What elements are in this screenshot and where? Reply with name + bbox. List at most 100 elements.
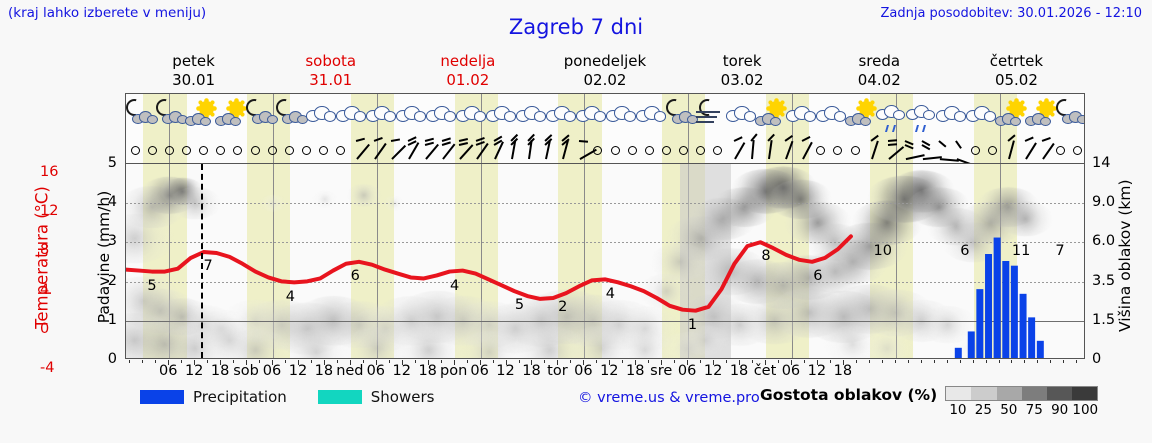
fog-line <box>696 121 714 123</box>
time-minor-tick <box>920 360 922 363</box>
cloud-density-step <box>971 387 997 400</box>
time-minor-tick <box>155 360 157 363</box>
weather-icon-cloud <box>724 97 758 135</box>
time-minor-tick <box>518 360 520 363</box>
time-minor-tick <box>168 360 170 363</box>
cloud-density-legend: Gostota oblakov (%) 10 25 50 75 90 100 <box>760 386 1099 418</box>
weather-icon-moon-cloud <box>274 97 309 135</box>
time-minor-tick <box>855 360 857 363</box>
temperature-tick: 8 <box>40 242 50 259</box>
precipitation-legend-label: Precipitation <box>193 388 287 406</box>
day-separator <box>895 94 897 163</box>
time-minor-tick <box>868 360 870 363</box>
cloud-puff <box>1077 114 1084 125</box>
time-minor-tick <box>765 360 766 363</box>
precipitation-bar <box>985 254 993 358</box>
cloud-puff <box>413 110 427 122</box>
precipitation-bar <box>954 347 962 358</box>
cloud-puff <box>1010 116 1022 127</box>
time-minor-tick <box>181 360 183 363</box>
calm-circle <box>610 146 620 155</box>
time-minor-tick <box>1076 360 1078 363</box>
calm-circle <box>302 146 311 155</box>
calm-circle <box>336 146 346 155</box>
wind-calm-icon <box>126 138 146 160</box>
precipitation-tick: 3 <box>107 233 117 250</box>
time-tick-label: 06 <box>470 363 489 379</box>
time-tick-label: 18 <box>626 363 645 379</box>
calm-circle <box>319 146 329 155</box>
time-minor-tick <box>544 360 546 363</box>
time-minor-tick <box>570 360 572 363</box>
weather-icon-sun-cloud <box>994 97 1028 135</box>
wind-calm-icon <box>964 138 986 160</box>
moon-icon <box>666 99 677 116</box>
weather-icon-cloud-rain <box>874 97 908 135</box>
wind-calm-icon <box>809 138 831 160</box>
calm-circle <box>644 146 654 155</box>
weather-icon-moon-cloud <box>154 97 189 135</box>
time-tick-label: 18 <box>314 363 334 379</box>
weather-icon-fog <box>694 97 728 135</box>
cloud-puff <box>953 110 967 122</box>
cloud-density-tick: 10 <box>949 402 967 418</box>
grid-line <box>126 320 1084 322</box>
time-minor-tick <box>726 360 728 363</box>
sun-icon <box>229 101 244 116</box>
day-date: 05.02 <box>994 71 1038 89</box>
precipitation-swatch <box>140 390 184 404</box>
barb-feather <box>955 140 963 149</box>
time-minor-tick <box>907 360 909 363</box>
time-minor-tick <box>803 360 805 363</box>
temperature-tick: 4 <box>40 281 50 298</box>
day-separator <box>376 94 378 163</box>
day-header-četrtek: četrtek 05.02 <box>948 52 1085 92</box>
day-separator <box>791 94 793 163</box>
cloud-puff <box>770 116 782 127</box>
time-minor-tick <box>635 360 637 363</box>
calm-circle <box>267 146 277 155</box>
showers-swatch <box>317 390 362 404</box>
wind-calm-icon <box>329 138 351 160</box>
current-time-marker <box>201 164 203 358</box>
time-minor-tick <box>505 360 507 363</box>
time-minor-tick <box>142 360 144 363</box>
cloud-puff <box>653 110 667 122</box>
temperature-label: 4 <box>605 285 615 302</box>
cloud-height-tick: 3.5 <box>1092 272 1116 289</box>
time-minor-tick <box>129 360 131 363</box>
wind-calm-icon <box>312 138 334 160</box>
temperature-label: 6 <box>813 268 823 284</box>
wind-calm-icon <box>175 138 197 160</box>
temperature-line <box>126 234 853 313</box>
time-minor-tick <box>752 360 754 363</box>
cloud-density-step <box>1046 387 1073 400</box>
calm-circle <box>147 146 157 155</box>
time-tick-label: sob <box>233 363 259 379</box>
time-minor-tick <box>220 360 222 363</box>
day-date: 31.01 <box>309 71 353 89</box>
time-minor-tick <box>739 360 741 363</box>
series-legend: Precipitation Showers <box>140 388 434 406</box>
time-minor-tick <box>777 360 779 363</box>
grid-line <box>126 203 1084 205</box>
time-minor-tick <box>414 360 416 363</box>
day-name: nedelja <box>440 52 496 70</box>
temperature-tick: 12 <box>40 203 59 220</box>
temperature-label: 7 <box>1055 242 1065 259</box>
temperature-label: 4 <box>285 288 295 305</box>
calm-circle <box>696 146 706 155</box>
grid-line <box>126 242 1084 244</box>
moon-icon <box>699 99 710 116</box>
weather-icon-cloud <box>364 97 398 135</box>
time-minor-tick <box>959 360 961 363</box>
cloud-puff <box>743 110 757 122</box>
time-minor-tick <box>453 360 455 363</box>
calm-circle <box>1073 146 1083 155</box>
cloud-puff <box>983 110 997 122</box>
weather-icon-cloud <box>784 97 818 135</box>
time-tick-label: 18 <box>418 363 437 379</box>
time-minor-tick <box>985 360 987 363</box>
location-menu-note: (kraj lahko izberete v meniju) <box>8 5 207 21</box>
day-header-row: petek 30.01 sobota 31.01 nedelja 01.02 ponedel… <box>125 52 1085 92</box>
